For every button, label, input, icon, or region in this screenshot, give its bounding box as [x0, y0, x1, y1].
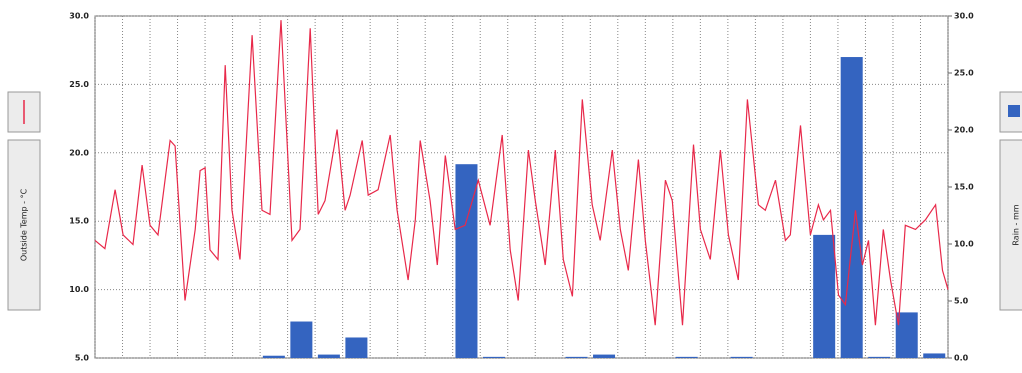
bar: [923, 353, 946, 358]
y2-tick-label: 15.0: [954, 183, 974, 192]
bar: [262, 355, 285, 358]
bar: [675, 356, 698, 358]
bar: [482, 356, 505, 358]
bar: [565, 356, 588, 358]
y2label-box: [999, 139, 1022, 311]
bar: [290, 321, 313, 358]
y2-tick-label: 30.0: [954, 12, 974, 21]
bar: [730, 356, 753, 358]
bar: [593, 354, 616, 358]
y2-tick-label: 0.0: [954, 354, 969, 363]
y-tick-label: 15.0: [69, 217, 89, 226]
line: [94, 20, 949, 326]
y2-tick-label: 5.0: [954, 297, 969, 306]
rain-legend-icon: [1008, 105, 1020, 117]
bar: [840, 57, 863, 358]
y-tick-label: 10.0: [69, 285, 89, 294]
bar: [455, 164, 478, 358]
bar: [868, 356, 891, 358]
y-axis-label: Outside Temp - °C: [20, 188, 29, 261]
y-tick-label: 20.0: [69, 148, 89, 157]
y2-tick-label: 25.0: [954, 69, 974, 78]
bar: [895, 312, 918, 358]
y-tick-label: 30.0: [69, 12, 89, 21]
y-tick-label: 25.0: [69, 80, 89, 89]
bar: [317, 354, 340, 358]
bar: [813, 234, 836, 358]
y2-tick-label: 20.0: [954, 126, 974, 135]
y2-tick-label: 10.0: [954, 240, 974, 249]
bar: [345, 337, 368, 358]
ylabel-box: [7, 139, 41, 311]
y-tick-label: 5.0: [75, 354, 90, 363]
y2-axis-label: Rain - mm: [1012, 204, 1021, 245]
